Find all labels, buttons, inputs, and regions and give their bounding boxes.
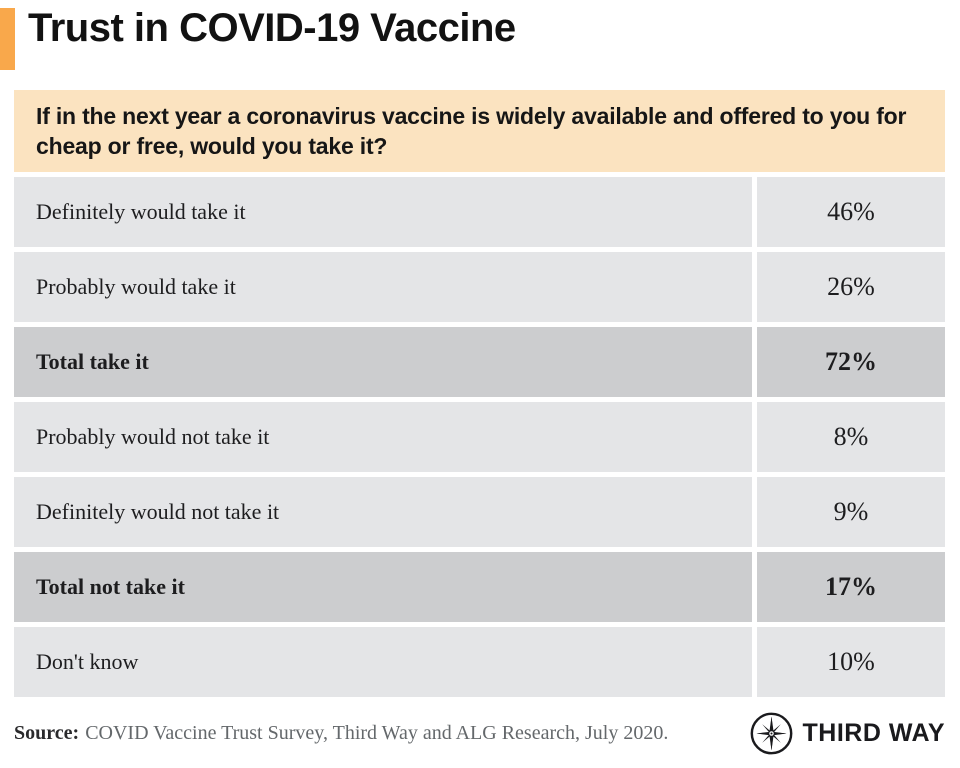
source-label: Source: [14, 721, 80, 744]
question-text: If in the next year a coronavirus vaccin… [36, 103, 907, 159]
row-label: Total take it [14, 327, 752, 397]
row-value: 8% [757, 402, 945, 472]
logo-wordmark: THIRD WAY [802, 718, 945, 747]
row-label: Total not take it [14, 552, 752, 622]
compass-star-icon [750, 712, 792, 754]
table-row: Total not take it 17% [14, 552, 945, 622]
source-text: COVID Vaccine Trust Survey, Third Way an… [85, 721, 669, 744]
row-label: Definitely would take it [14, 177, 752, 247]
row-label: Definitely would not take it [14, 477, 752, 547]
table-row: Definitely would not take it 9% [14, 477, 945, 547]
results-table: Definitely would take it 46% Probably wo… [14, 177, 945, 702]
row-label: Don't know [14, 627, 752, 697]
row-value: 26% [757, 252, 945, 322]
source-line: Source: COVID Vaccine Trust Survey, Third… [14, 722, 668, 745]
question-banner: If in the next year a coronavirus vaccin… [14, 90, 945, 172]
table-row: Definitely would take it 46% [14, 177, 945, 247]
row-label: Probably would take it [14, 252, 752, 322]
row-value: 72% [757, 327, 945, 397]
row-value: 17% [757, 552, 945, 622]
table-row: Probably would not take it 8% [14, 402, 945, 472]
accent-bar [0, 8, 15, 70]
table-row: Don't know 10% [14, 627, 945, 697]
third-way-logo: THIRD WAY [749, 711, 945, 756]
row-value: 46% [757, 177, 945, 247]
header: Trust in COVID-19 Vaccine [0, 0, 960, 90]
table-row: Total take it 72% [14, 327, 945, 397]
row-value: 10% [757, 627, 945, 697]
page-title: Trust in COVID-19 Vaccine [28, 6, 516, 50]
footer: Source: COVID Vaccine Trust Survey, Third… [14, 708, 945, 758]
row-label: Probably would not take it [14, 402, 752, 472]
table-row: Probably would take it 26% [14, 252, 945, 322]
row-value: 9% [757, 477, 945, 547]
